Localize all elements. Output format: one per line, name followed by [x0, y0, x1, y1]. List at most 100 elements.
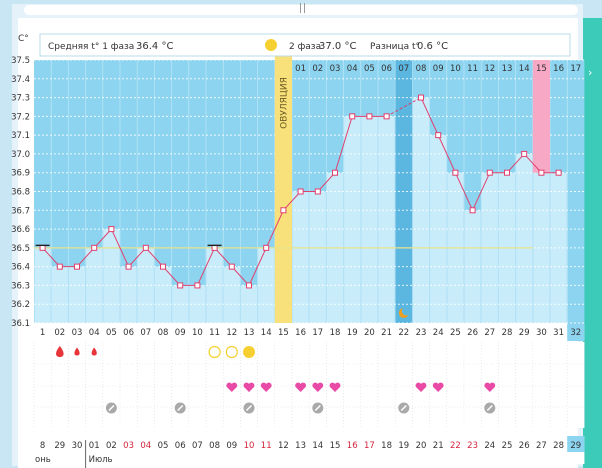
- date-label: 23: [467, 441, 478, 451]
- cycle-day-label: 07: [140, 328, 151, 338]
- temperature-point[interactable]: [56, 263, 63, 270]
- date-label: 06: [175, 441, 186, 451]
- temperature-point[interactable]: [142, 244, 149, 251]
- y-tick-label: 36.1: [11, 319, 30, 329]
- temperature-bar: [309, 191, 326, 323]
- temperature-bar: [120, 266, 137, 323]
- header-info-box: [39, 33, 571, 57]
- blood-drop-icon: [74, 347, 80, 356]
- temperature-point[interactable]: [435, 132, 442, 139]
- month-label: онь: [35, 455, 51, 465]
- phase2-day-label: 07: [398, 64, 409, 74]
- temperature-point[interactable]: [91, 244, 98, 251]
- temperature-point[interactable]: [297, 188, 304, 195]
- heart-icon: [484, 382, 496, 392]
- temperature-point[interactable]: [349, 113, 356, 120]
- temperature-point[interactable]: [332, 169, 338, 176]
- heart-icon: [226, 382, 238, 392]
- date-label: 29: [54, 441, 65, 451]
- phase2-day-label: 14: [519, 64, 530, 74]
- temperature-point[interactable]: [125, 263, 132, 270]
- blood-drop-icon: [56, 346, 64, 357]
- phase2-day-label: 06: [381, 64, 392, 74]
- cycle-day-label: 29: [519, 328, 530, 338]
- scroll-grip-icon[interactable]: [300, 3, 305, 13]
- temperature-point[interactable]: [314, 188, 321, 195]
- date-label: 04: [140, 441, 151, 451]
- temperature-point[interactable]: [486, 169, 493, 176]
- temperature-point[interactable]: [280, 207, 287, 214]
- cycle-day-label: 12: [226, 328, 237, 338]
- date-label: 26: [519, 441, 530, 451]
- temperature-point[interactable]: [108, 226, 115, 233]
- cycle-day-label: 30: [536, 328, 547, 338]
- y-tick-label: 37.5: [11, 56, 30, 66]
- phase2-day-label: 16: [553, 64, 564, 74]
- temperature-bar: [361, 116, 378, 323]
- temperature-point[interactable]: [211, 244, 218, 251]
- y-tick-label: 36.2: [11, 300, 30, 310]
- temperature-point[interactable]: [246, 282, 252, 289]
- date-label: 18: [381, 441, 392, 451]
- cycle-day-label: 05: [106, 328, 117, 338]
- cycle-day-label: 19: [347, 328, 358, 338]
- y-tick-label: 36.8: [11, 188, 30, 198]
- phase2-day-label: 08: [416, 64, 427, 74]
- temperature-bar: [464, 210, 481, 323]
- temperature-point[interactable]: [504, 169, 510, 176]
- ovulation-sun-icon: [265, 39, 277, 51]
- temperature-point[interactable]: [418, 94, 424, 101]
- date-label: 11: [261, 441, 272, 451]
- phase2-avg: 37.0 °C: [319, 41, 356, 52]
- blood-drop-icon: [91, 347, 97, 356]
- temperature-point[interactable]: [39, 244, 46, 251]
- top-scroll-bar[interactable]: [24, 5, 578, 15]
- temperature-point[interactable]: [538, 169, 545, 176]
- cycle-day-label: 24: [433, 328, 444, 338]
- open-circle-icon: [225, 345, 238, 359]
- ovulation-label: ОВУЛЯЦИЯ: [279, 77, 289, 129]
- chevron-right-icon[interactable]: ›: [588, 66, 593, 79]
- temperature-point[interactable]: [469, 207, 476, 214]
- temperature-point[interactable]: [263, 244, 270, 251]
- phase2-day-label: 15: [536, 64, 547, 74]
- temperature-point[interactable]: [177, 282, 184, 289]
- cycle-day-label: 26: [467, 328, 478, 338]
- cycle-day-label: 22: [398, 328, 409, 338]
- y-tick-label: 37.4: [11, 75, 30, 85]
- date-label: 07: [192, 441, 203, 451]
- temperature-point[interactable]: [452, 169, 459, 176]
- temperature-point[interactable]: [228, 263, 235, 270]
- cycle-day-label: 03: [72, 328, 83, 338]
- temperature-point[interactable]: [383, 113, 390, 120]
- temperature-bar: [292, 191, 309, 323]
- date-label: 25: [502, 441, 513, 451]
- cycle-day-label: 09: [175, 328, 186, 338]
- temperature-bar: [68, 266, 86, 323]
- temperature-point[interactable]: [366, 113, 373, 120]
- date-label: 12: [278, 441, 289, 451]
- side-panel-tab[interactable]: [583, 18, 602, 468]
- temperature-point[interactable]: [194, 282, 201, 289]
- date-label: 05: [158, 441, 169, 451]
- heart-icon: [329, 382, 341, 392]
- cycle-day-label: 17: [312, 328, 323, 338]
- heart-icon: [312, 382, 324, 392]
- temperature-bar: [240, 285, 258, 323]
- temperature-point[interactable]: [74, 263, 80, 270]
- phase2-day-label: 12: [484, 64, 495, 74]
- pill-icon-stroke: [400, 404, 407, 412]
- date-label: 03: [123, 441, 134, 451]
- date-label: 21: [433, 441, 444, 451]
- temperature-point[interactable]: [160, 263, 166, 270]
- cycle-day-label: 15: [278, 328, 289, 338]
- y-tick-label: 37.2: [11, 112, 30, 122]
- temperature-point[interactable]: [521, 150, 528, 157]
- temperature-bar: [137, 247, 154, 323]
- cycle-day-label: 13: [244, 328, 255, 338]
- heart-icon: [415, 382, 427, 392]
- cycle-day-label: 21: [381, 328, 392, 338]
- temperature-point[interactable]: [555, 169, 562, 176]
- temperature-bar: [516, 153, 533, 323]
- temperature-bar: [344, 116, 361, 323]
